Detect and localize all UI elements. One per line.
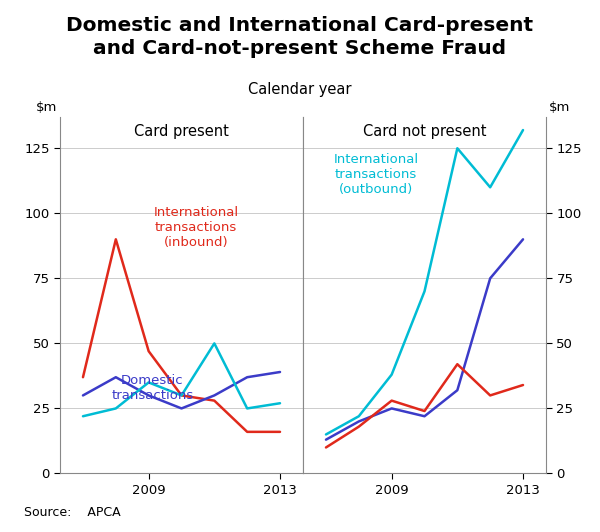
Text: Domestic
transactions: Domestic transactions xyxy=(111,373,193,402)
Text: Calendar year: Calendar year xyxy=(248,82,352,97)
Text: International
transactions
(inbound): International transactions (inbound) xyxy=(154,206,239,249)
Text: Card present: Card present xyxy=(134,124,229,139)
Text: International
transactions
(outbound): International transactions (outbound) xyxy=(334,153,418,196)
Text: Source:    APCA: Source: APCA xyxy=(24,506,121,519)
Text: Domestic and International Card-present
and Card-not-present Scheme Fraud: Domestic and International Card-present … xyxy=(67,16,533,59)
Text: $m: $m xyxy=(35,102,57,114)
Text: Card not present: Card not present xyxy=(363,124,486,139)
Text: $m: $m xyxy=(549,102,571,114)
